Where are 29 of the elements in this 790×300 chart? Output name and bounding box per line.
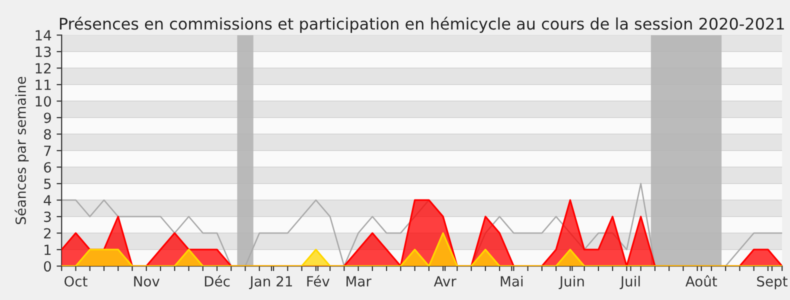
x-tick-label: Oct	[64, 276, 88, 287]
y-tick-label: 1	[44, 244, 51, 255]
y-tick-label: 0	[44, 261, 51, 272]
x-tick-label: Juil	[620, 276, 640, 290]
y-tick-label: 3	[44, 212, 51, 222]
x-tick-label: Mai	[500, 276, 523, 287]
x-tick-label: Jan 21	[249, 276, 292, 290]
y-tick-label: 8	[44, 129, 51, 140]
x-tick-label: Nov	[134, 276, 160, 287]
y-tick-label: 9	[44, 112, 51, 124]
y-tick-label: 14	[36, 30, 52, 40]
y-tick-label: 2	[44, 228, 51, 238]
x-tick-label: Mar	[346, 276, 372, 287]
chart-title: Présences en commissions et participation en hémicycle au cours de la session 2020-2021	[60, 16, 784, 33]
y-tick-label: 4	[44, 195, 52, 206]
x-tick-label: Sept	[757, 276, 788, 290]
y-tick-label: 13	[36, 46, 51, 58]
y-axis-title: Séances par semaine	[14, 76, 29, 224]
y-tick-label: 5	[44, 178, 51, 190]
y-tick-label: 7	[44, 146, 51, 156]
y-tick-label: 11	[36, 80, 51, 90]
x-tick-label: Août	[685, 275, 718, 287]
x-tick-label: Déc	[204, 275, 230, 287]
x-tick-label: Fév	[307, 275, 330, 287]
y-tick-label: 6	[44, 162, 52, 173]
y-tick-label: 12	[36, 63, 51, 74]
x-tick-label: Juin	[558, 276, 584, 290]
y-tick-label: 10	[36, 96, 51, 107]
x-tick-label: Avr	[434, 276, 456, 286]
